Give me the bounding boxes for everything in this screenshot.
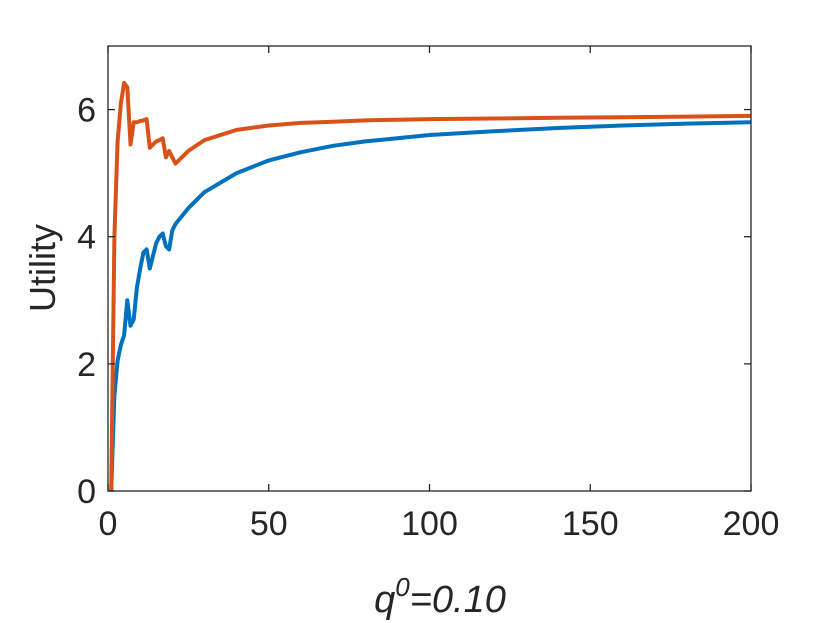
series-line-1 bbox=[109, 120, 751, 492]
x-axis-label-base: q bbox=[374, 579, 395, 621]
y-tick-label: 0 bbox=[77, 473, 96, 511]
x-tick-label: 0 bbox=[99, 505, 118, 543]
series-line-2 bbox=[109, 80, 751, 492]
axis-ticks: 0 50 100 150 200 0 2 4 6 bbox=[77, 46, 779, 543]
x-tick-label: 150 bbox=[562, 505, 619, 543]
axes-frame bbox=[107, 45, 752, 492]
y-axis-label: Utility bbox=[22, 224, 63, 312]
x-axis-label-superscript: 0 bbox=[395, 572, 410, 602]
x-tick-label: 100 bbox=[401, 505, 458, 543]
axes-box bbox=[107, 45, 752, 492]
y-tick-label: 6 bbox=[77, 92, 96, 130]
plot-layer bbox=[109, 80, 751, 492]
x-axis-label: q0=0.10 bbox=[374, 572, 506, 621]
x-tick-label: 50 bbox=[250, 505, 288, 543]
y-tick-label: 4 bbox=[77, 219, 96, 257]
y-tick-label: 2 bbox=[77, 346, 96, 384]
x-tick-label: 200 bbox=[723, 505, 780, 543]
x-axis-label-rest: =0.10 bbox=[410, 579, 506, 621]
